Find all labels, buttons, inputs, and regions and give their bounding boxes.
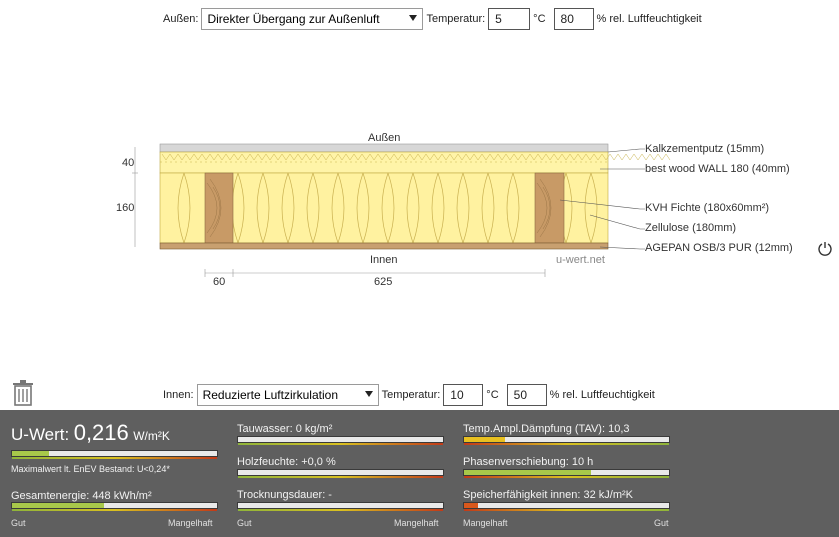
- wall-diagram: [132, 143, 671, 277]
- tauwasser-bar: [237, 436, 444, 445]
- uwert-unit: W/m²K: [133, 429, 170, 443]
- chevron-down-icon: [364, 391, 373, 397]
- layer-label-4[interactable]: Zellulose (180mm): [645, 222, 737, 234]
- osb-layer: [159, 242, 609, 250]
- tauwasser-label: Tauwasser: 0 kg/m²: [237, 423, 333, 435]
- scale-good-2: Gut: [237, 518, 252, 528]
- scale-good-3: Gut: [654, 518, 669, 528]
- scale-bad-1: Mangelhaft: [168, 518, 213, 528]
- holz-bar: [237, 469, 444, 478]
- phase-label: Phasenverschiebung: 10 h: [463, 456, 594, 468]
- gesamt-label: Gesamtenergie: 448 kWh/m²: [11, 490, 152, 502]
- inside-controls: Innen: Reduzierte Luftzirkulation Temper…: [163, 384, 655, 406]
- trocknung-bar: [237, 502, 444, 511]
- inside-side-label: Innen: [370, 254, 398, 266]
- uwert-bar: [11, 450, 218, 459]
- uwert-value: 0,216: [73, 420, 129, 445]
- speicher-bar: [463, 502, 670, 511]
- tav-bar: [463, 436, 670, 445]
- inside-humidity-input[interactable]: 50: [506, 384, 547, 406]
- results-panel: U-Wert: 0,216 W/m²K Maximalwert lt. EnEV…: [0, 410, 839, 537]
- chevron-down-icon: [409, 15, 418, 21]
- layer-label-2[interactable]: best wood WALL 180 (40mm): [645, 163, 790, 175]
- tav-label: Temp.Ampl.Dämpfung (TAV): 10,3: [463, 423, 630, 435]
- watermark: u-wert.net: [556, 254, 605, 266]
- trash-icon[interactable]: [12, 380, 34, 406]
- scale-bad-2: Mangelhaft: [394, 518, 439, 528]
- dim-stud: 60: [213, 276, 226, 288]
- inside-humidity-unit: % rel. Luftfeuchtigkeit: [549, 389, 655, 401]
- inside-temp-unit: °C: [486, 389, 499, 401]
- dim-top: 40: [122, 157, 135, 169]
- layer-label-1[interactable]: Kalkzementputz (15mm): [645, 143, 765, 155]
- uwert-label: U-Wert:: [11, 425, 70, 444]
- outside-humidity-unit: % rel. Luftfeuchtigkeit: [596, 13, 702, 25]
- dim-main: 160: [116, 202, 135, 214]
- inside-transition-select[interactable]: Reduzierte Luftzirkulation: [196, 384, 379, 406]
- trocknung-label: Trocknungsdauer: -: [237, 489, 332, 501]
- phase-bar: [463, 469, 670, 478]
- stud-left: [204, 172, 234, 244]
- outside-humidity-input[interactable]: 80: [553, 8, 594, 30]
- scale-good-1: Gut: [11, 518, 26, 528]
- power-icon[interactable]: [817, 240, 833, 256]
- holz-label: Holzfeuchte: +0,0 %: [237, 456, 336, 468]
- plaster-layer: [159, 143, 609, 153]
- outside-label: Außen:: [163, 13, 199, 25]
- layer-label-5[interactable]: AGEPAN OSB/3 PUR (12mm): [645, 242, 793, 254]
- outside-temp-input[interactable]: 5: [488, 8, 531, 30]
- outside-controls: Außen: Direkter Übergang zur Außenluft T…: [163, 8, 702, 30]
- dim-spacing: 625: [374, 276, 393, 288]
- outside-transition-select[interactable]: Direkter Übergang zur Außenluft: [201, 8, 424, 30]
- uwert-heading: U-Wert: 0,216 W/m²K: [11, 420, 170, 446]
- stud-right: [534, 172, 565, 244]
- layer-label-3[interactable]: KVH Fichte (180x60mm²): [645, 202, 770, 214]
- woodfibre-layer: [159, 151, 609, 174]
- outside-temp-label: Temperatur:: [426, 13, 486, 25]
- scale-bad-3: Mangelhaft: [463, 518, 508, 528]
- outside-temp-unit: °C: [533, 13, 546, 25]
- speicher-label: Speicherfähigkeit innen: 32 kJ/m²K: [463, 489, 633, 501]
- inside-transition-value: Reduzierte Luftzirkulation: [202, 388, 338, 402]
- gesamt-bar: [11, 502, 218, 511]
- outside-transition-value: Direkter Übergang zur Außenluft: [207, 12, 380, 26]
- outside-side-label: Außen: [368, 132, 401, 144]
- inside-temp-input[interactable]: 10: [443, 384, 484, 406]
- inside-label: Innen:: [163, 389, 194, 401]
- uwert-note: Maximalwert lt. EnEV Bestand: U<0,24*: [11, 464, 170, 474]
- inside-temp-label: Temperatur:: [381, 389, 441, 401]
